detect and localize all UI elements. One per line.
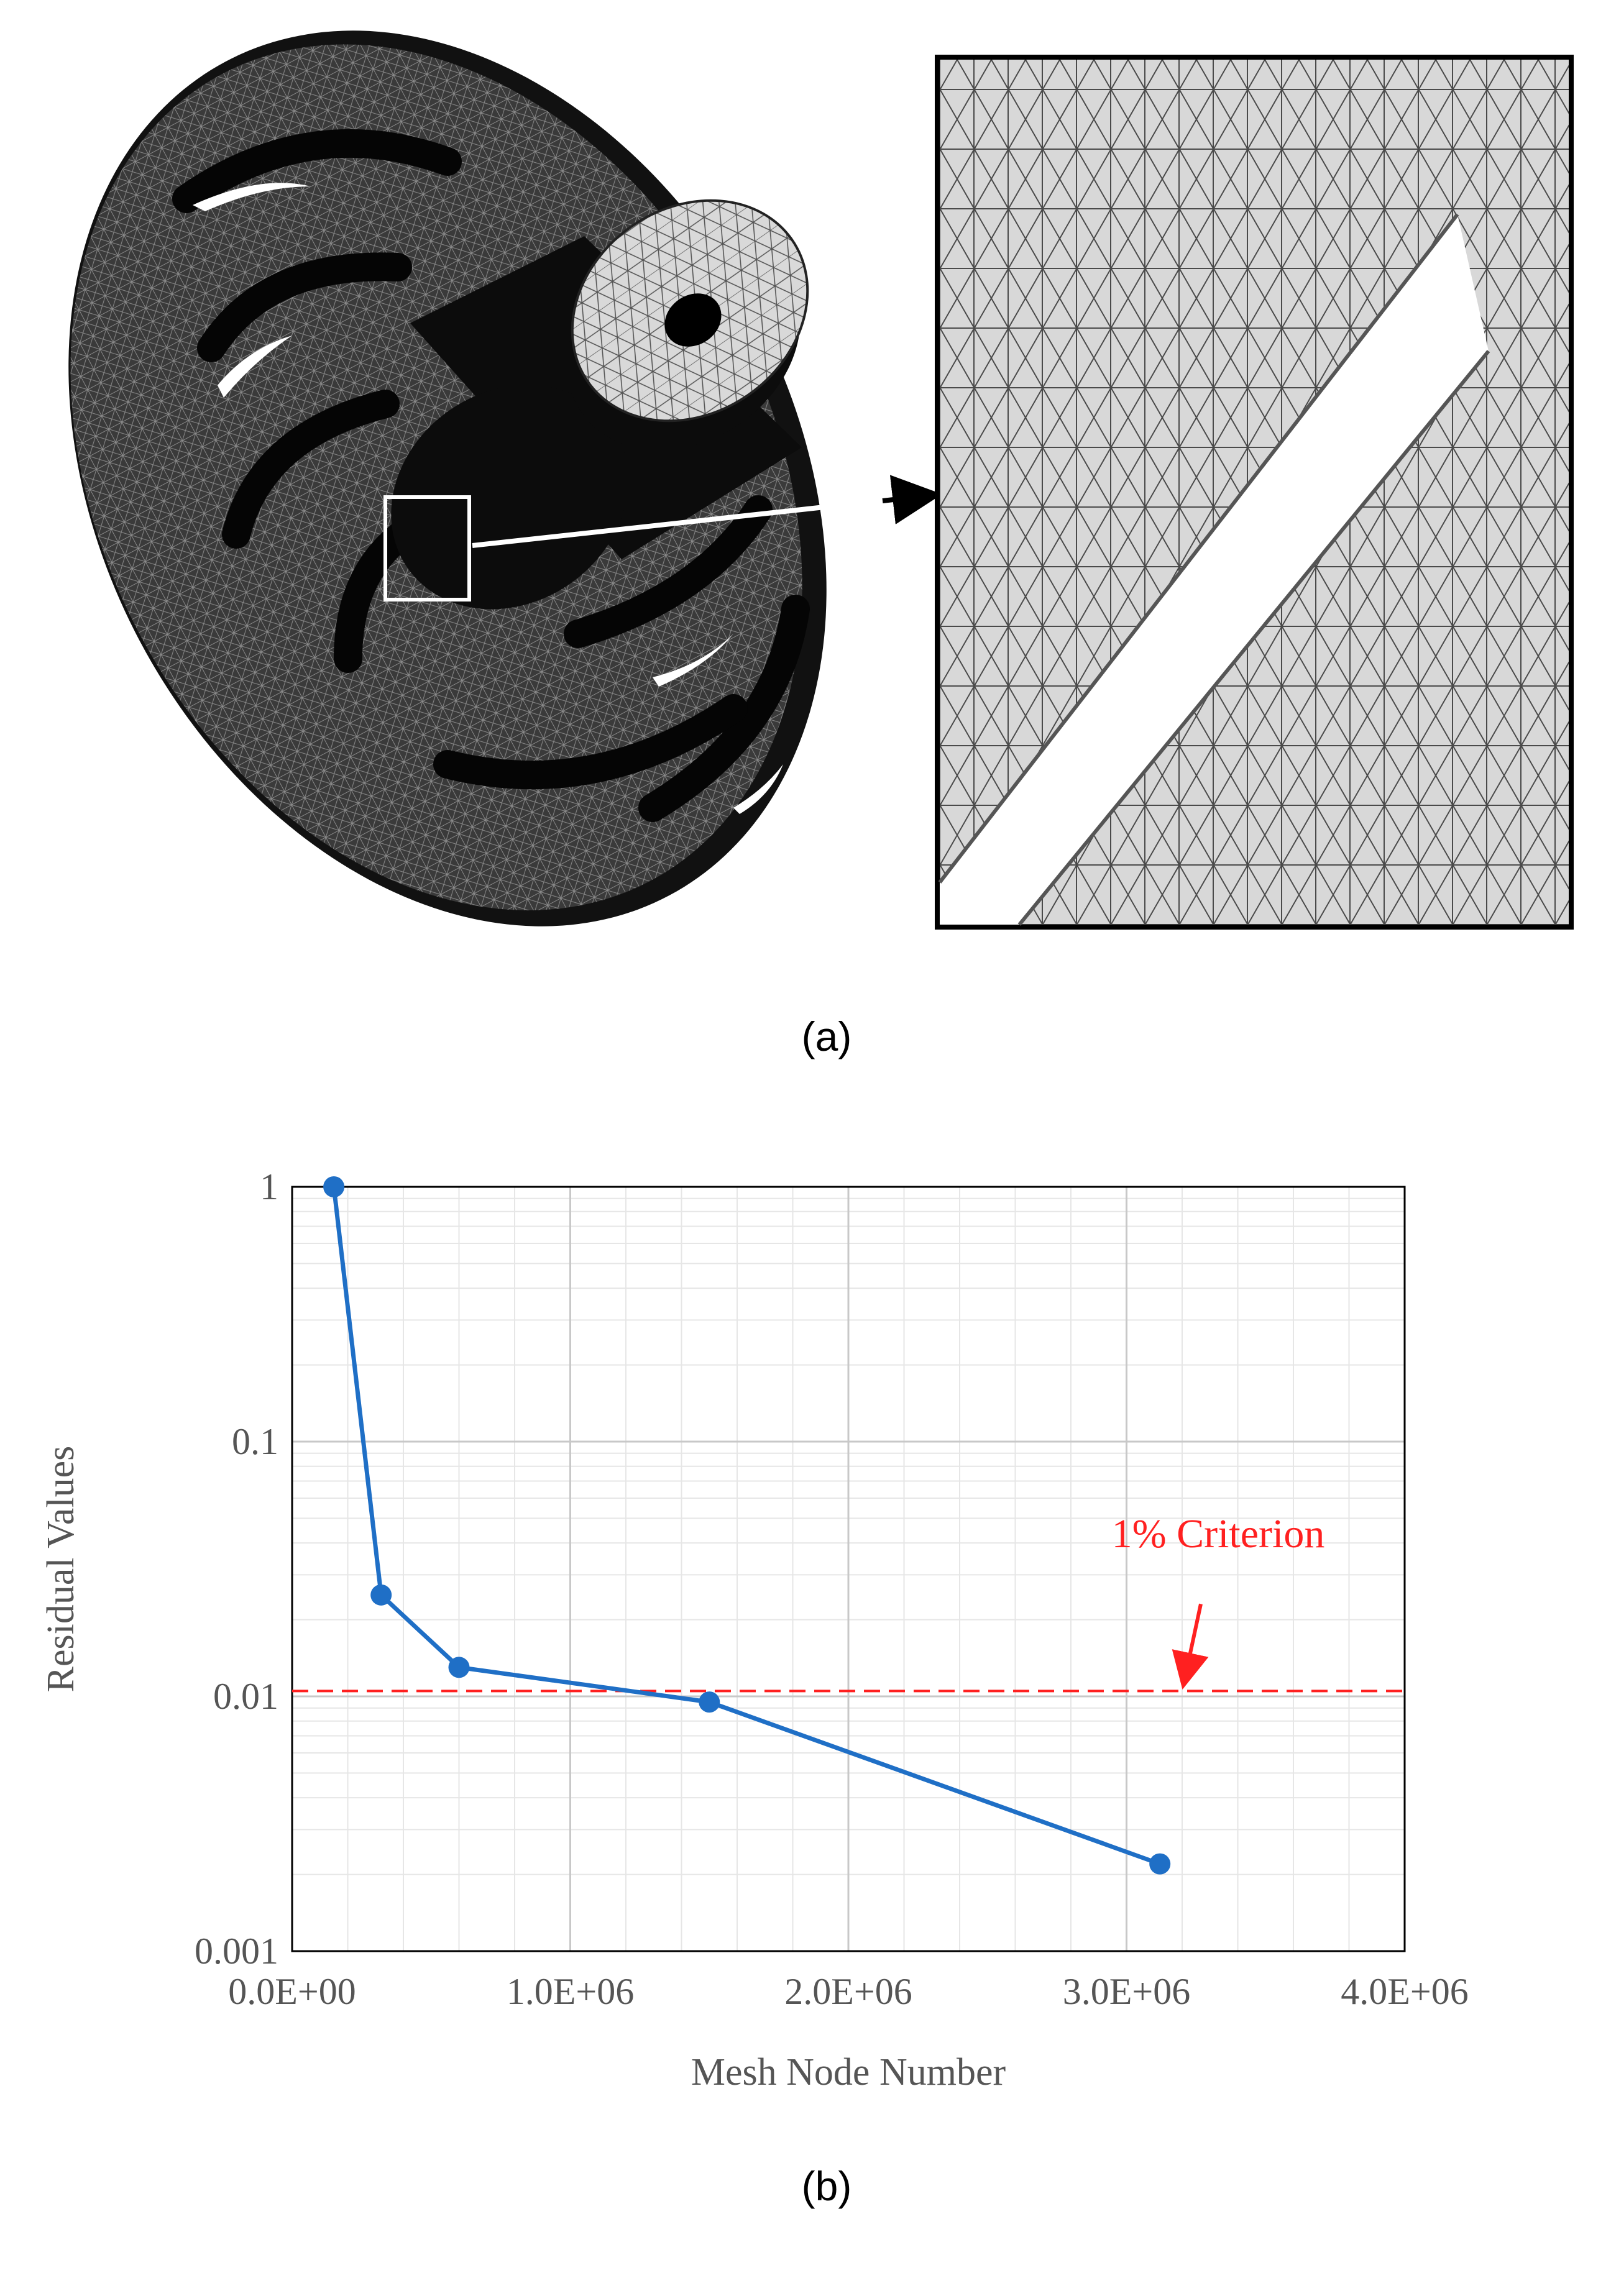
- panel-a-caption: (a): [801, 1013, 852, 1059]
- y-tick-label: 0.01: [213, 1676, 278, 1717]
- y-tick-label: 0.1: [232, 1421, 278, 1462]
- y-tick-labels: 0.001 0.01 0.1 1: [195, 1166, 278, 1972]
- residual-chart: 0.001 0.01 0.1 1 0.0E+00 1.0E+06 2.0E+06 3.0E+…: [40, 1166, 1469, 2093]
- y-tick-label: 1: [260, 1166, 278, 1207]
- panel-b-caption: (b): [801, 2163, 852, 2209]
- data-point: [1149, 1853, 1171, 1875]
- y-axis-label: Residual Values: [40, 1446, 82, 1693]
- criterion-layer: [292, 1603, 1405, 1693]
- data-point: [699, 1691, 720, 1713]
- data-point: [448, 1657, 470, 1678]
- x-axis-label: Mesh Node Number: [691, 2051, 1006, 2093]
- data-point: [370, 1584, 392, 1606]
- x-tick-label: 0.0E+00: [228, 1971, 356, 2012]
- criterion-annotation: 1% Criterion: [1112, 1511, 1325, 1557]
- data-point: [323, 1176, 345, 1197]
- plot-frame: [291, 1186, 1406, 1952]
- x-tick-labels: 0.0E+00 1.0E+06 2.0E+06 3.0E+06 4.0E+06: [228, 1971, 1469, 2012]
- series-layer: [323, 1176, 1171, 1875]
- x-tick-label: 4.0E+06: [1341, 1971, 1469, 2012]
- x-tick-label: 3.0E+06: [1063, 1971, 1191, 2012]
- x-tick-label: 2.0E+06: [784, 1971, 912, 2012]
- x-tick-label: 1.0E+06: [507, 1971, 635, 2012]
- criterion-arrow: [1172, 1603, 1209, 1690]
- y-tick-label: 0.001: [195, 1931, 278, 1972]
- impeller-mesh-illustration: [68, 30, 1574, 930]
